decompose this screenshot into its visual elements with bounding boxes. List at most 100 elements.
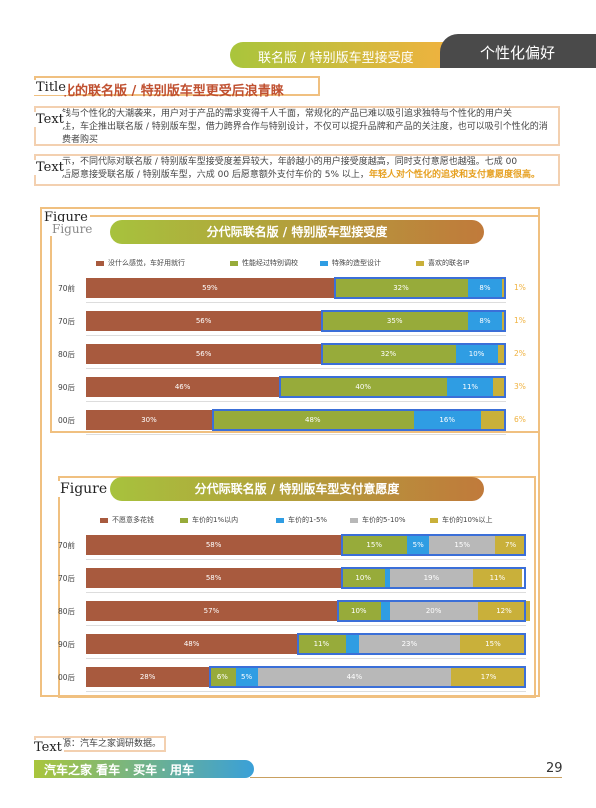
bar-segment: 46% <box>86 377 280 397</box>
bar-segment: 28% <box>86 667 210 687</box>
bar-row: 58% 15% 5% 15% 7% <box>86 535 526 555</box>
legend-swatch <box>416 260 424 266</box>
gridline <box>86 559 526 560</box>
legend-label: 车价的10%以上 <box>442 516 493 524</box>
para2-line1: 示，不同代际对联名版 / 特别版车型接受度差异较大，年龄越小的用户接受度越高，同… <box>62 157 518 167</box>
legend-item: 车价的5-10% <box>350 515 430 525</box>
bar-segment: 6% <box>209 667 236 687</box>
bar-segment: 56% <box>86 344 322 364</box>
legend-label: 车价的1-5% <box>288 516 328 524</box>
bar-segment <box>480 410 506 430</box>
figure1-cut-label: Figure <box>50 222 95 236</box>
legend-item: 性能经过特别调校 <box>230 258 320 268</box>
bar-segment: 20% <box>389 601 478 621</box>
highlight-outline <box>321 343 506 365</box>
highlight-outline <box>212 409 506 431</box>
gridline <box>86 625 526 626</box>
section-header-text: 联名版 / 特别版车型接受度 <box>258 51 414 66</box>
bar-segment: 11% <box>447 377 494 397</box>
bar-segment: 15% <box>459 634 526 654</box>
bar-row: 59% 32% 8% <box>86 278 506 298</box>
bar-segment <box>493 377 506 397</box>
bar-segment: 8% <box>468 278 502 298</box>
bar-segment: 5% <box>235 667 258 687</box>
footer-line <box>250 777 562 778</box>
para2-line2a: 后愿意接受联名版 / 特别版车型，六成 00 后愿意额外支付车价的 5% 以上， <box>62 170 369 180</box>
bar-segment: 10% <box>341 568 386 588</box>
highlight-outline <box>333 277 506 299</box>
highlight-outline <box>297 633 526 655</box>
gridline <box>86 658 526 659</box>
footer-brand: 汽车之家 看车 · 买车 · 用车 <box>44 763 195 777</box>
bar-segment: 7% <box>495 535 526 555</box>
bar-segment: 5% <box>407 535 430 555</box>
outside-value-label: 1% <box>514 316 526 325</box>
section-header-pill: 联名版 / 特别版车型接受度 <box>230 42 450 68</box>
category-label: 70前 <box>58 541 76 550</box>
legend-label: 喜欢的联名IP <box>428 259 470 267</box>
bar-row: 30% 48% 16% <box>86 410 506 430</box>
legend-label: 性能经过特别调校 <box>242 259 298 267</box>
para1-line2: 注，车企推出联名版 / 特别版车型，借力跨界合作与特别设计，不仅可以提升品牌和产… <box>62 122 548 132</box>
bar-segment: 19% <box>389 568 474 588</box>
bar-segment: 44% <box>257 667 452 687</box>
chapter-header-tab: 个性化偏好 <box>440 34 596 68</box>
legend-label: 特殊的造型设计 <box>332 259 381 267</box>
outside-value-label: 2% <box>514 349 526 358</box>
bar-segment <box>497 344 506 364</box>
footer-brand-bar: 汽车之家 看车 · 买车 · 用车 <box>34 760 254 778</box>
figure1-title: 分代际联名版 / 特别版车型接受度 <box>110 220 484 244</box>
title-tag: Title <box>34 80 68 95</box>
legend-swatch <box>100 517 108 523</box>
bar-row: 57% 10% 20% 12% <box>86 601 531 621</box>
category-label: 70前 <box>58 284 76 293</box>
page-title: 化的联名版 / 特别版车型更受后浪青睐 <box>62 84 284 99</box>
bar-segment: 17% <box>451 667 526 687</box>
bar-segment: 12% <box>477 601 531 621</box>
bar-segment <box>385 568 390 588</box>
figure1-box <box>50 215 540 433</box>
bar-segment <box>345 634 359 654</box>
outside-value-label: 3% <box>514 382 526 391</box>
legend-swatch <box>430 517 438 523</box>
bar-segment: 57% <box>86 601 337 621</box>
legend-swatch <box>276 517 284 523</box>
legend-swatch <box>230 260 238 266</box>
category-label: 90后 <box>58 383 76 392</box>
bar-row: 56% 32% 10% <box>86 344 506 364</box>
highlight-outline <box>209 666 526 688</box>
bar-segment: 16% <box>413 410 481 430</box>
bar-segment: 11% <box>297 634 346 654</box>
chart1-legend: 没什么感觉，车好用就行 性能经过特别调校 特殊的造型设计 喜欢的联名IP <box>96 258 496 268</box>
highlight-outline <box>341 534 526 556</box>
bar-segment: 59% <box>86 278 334 298</box>
gridline <box>86 368 506 369</box>
bar-segment: 58% <box>86 535 342 555</box>
para1-tag: Text <box>34 112 66 127</box>
legend-item: 特殊的造型设计 <box>320 258 416 268</box>
highlight-outline <box>321 310 506 332</box>
bar-segment <box>501 311 506 331</box>
category-label: 00后 <box>58 416 76 425</box>
outside-value-label: 6% <box>514 415 526 424</box>
legend-item: 车价的1-5% <box>276 515 350 525</box>
bar-segment: 48% <box>212 410 414 430</box>
legend-item: 不愿意多花钱 <box>100 515 180 525</box>
category-label: 00后 <box>58 673 76 682</box>
bar-row: 28% 6% 5% 44% 17% <box>86 667 526 687</box>
legend-label: 不愿意多花钱 <box>112 516 154 524</box>
category-label: 80后 <box>58 607 76 616</box>
bar-row: 48% 11% 23% 15% <box>86 634 526 654</box>
legend-label: 车价的5-10% <box>362 516 406 524</box>
legend-item: 没什么感觉，车好用就行 <box>96 258 230 268</box>
legend-item: 车价的1%以内 <box>180 515 276 525</box>
legend-swatch <box>350 517 358 523</box>
bar-row: 58% 10% 19% 11% <box>86 568 522 588</box>
bar-segment: 15% <box>341 535 408 555</box>
legend-label: 没什么感觉，车好用就行 <box>108 259 185 267</box>
bar-segment: 23% <box>358 634 460 654</box>
gridline <box>86 434 506 435</box>
page-number: 29 <box>546 761 563 776</box>
bar-segment: 35% <box>321 311 469 331</box>
bar-segment <box>380 601 390 621</box>
